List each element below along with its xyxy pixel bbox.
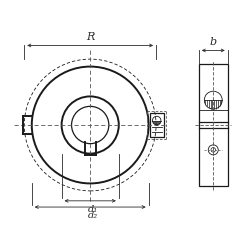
Text: d₁: d₁ [88,204,98,214]
Bar [199,64,228,186]
Text: R: R [86,32,94,42]
Text: d₂: d₂ [88,211,98,220]
Bar [150,112,164,138]
Text: b: b [210,37,217,47]
